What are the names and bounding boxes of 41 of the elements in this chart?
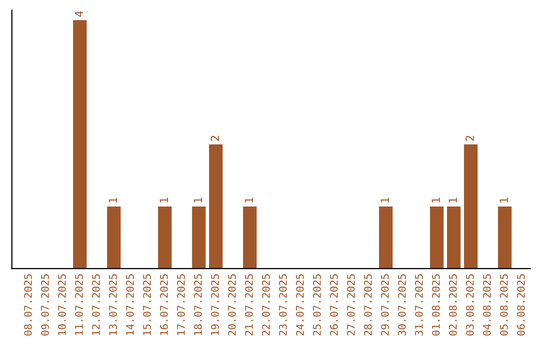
x-tick-label: 24.07.2025 [296,274,304,336]
x-tick-label: 28.07.2025 [364,274,372,336]
data-label: 2 [466,136,474,141]
data-label: 1 [380,198,389,202]
x-tick-label: 13.07.2025 [109,274,117,335]
data-label: 2 [210,136,219,141]
x-tick-label: 20.07.2025 [228,274,236,336]
x-tick-label: 29.07.2025 [380,274,389,336]
x-tick-label: 03.08.2025 [466,274,474,336]
x-tick-label: 18.07.2025 [194,274,202,335]
x-tick-label: 02.08.2025 [448,274,457,336]
x-tick-label: 23.07.2025 [279,274,287,336]
x-tick-label: 27.07.2025 [346,274,355,336]
x-tick-label: 30.07.2025 [398,274,406,336]
x-tick-label: 06.08.2025 [516,274,525,336]
data-label: 1 [194,198,202,202]
x-tick-label: 19.07.2025 [211,274,219,335]
data-label: 1 [160,198,168,202]
data-label: 1 [244,198,253,202]
x-tick-label: 16.07.2025 [160,274,168,335]
x-tick-label: 09.07.2025 [41,274,49,336]
x-tick-label: 05.08.2025 [500,274,508,336]
x-tick-label: 31.07.2025 [414,274,423,336]
x-tick-label: 08.07.2025 [24,274,32,336]
data-label: 1 [448,198,457,202]
x-tick-label: 14.07.2025 [126,274,134,335]
x-tick-label: 04.08.2025 [482,274,491,336]
x-tick-label: 21.07.2025 [245,274,253,336]
x-tick-label: 11.07.2025 [75,274,83,335]
data-label: 4 [74,11,83,17]
x-tick-label: 26.07.2025 [330,274,338,336]
data-label: 1 [500,198,508,202]
x-tick-label: 25.07.2025 [312,274,321,336]
x-tick-label: 10.07.2025 [58,274,66,335]
x-tick-label: 12.07.2025 [92,274,100,335]
x-tick-label: 01.08.2025 [432,274,440,336]
x-tick-label: 22.07.2025 [262,274,270,336]
x-tick-label: 15.07.2025 [143,274,151,335]
x-tick-label: 17.07.2025 [177,274,185,335]
data-label: 1 [432,198,440,202]
data-label: 1 [108,198,117,202]
